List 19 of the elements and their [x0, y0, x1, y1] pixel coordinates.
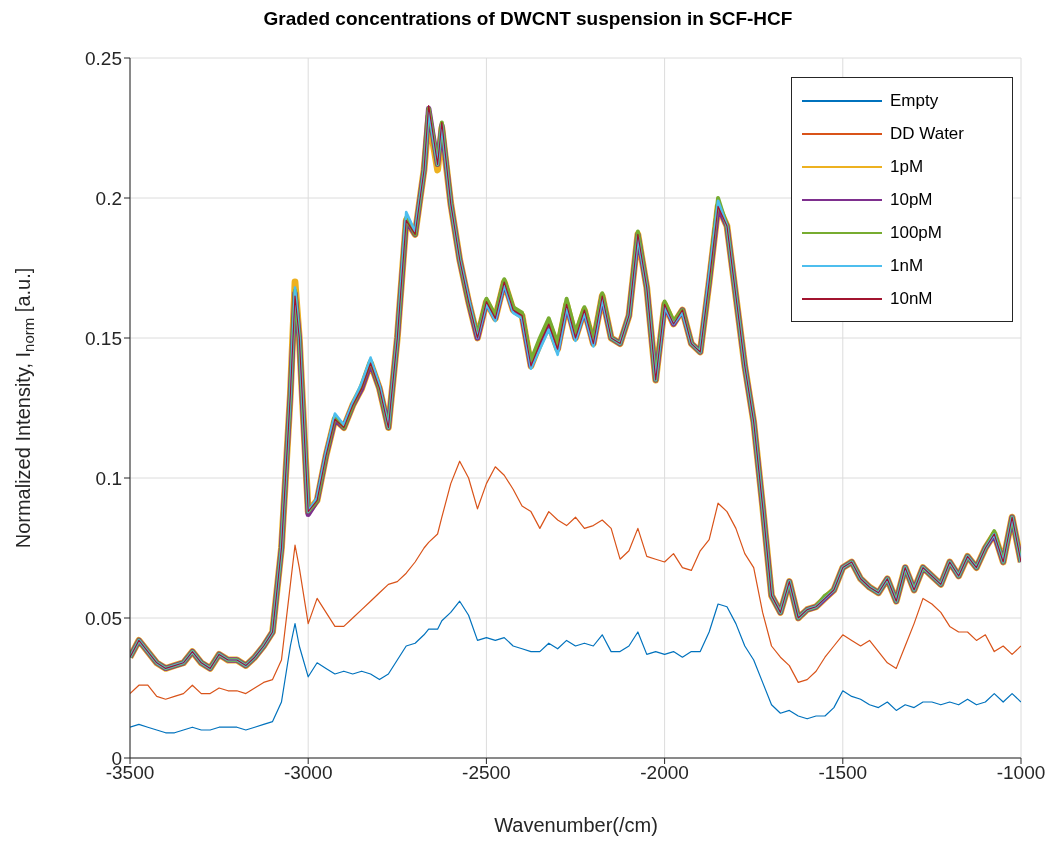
- legend-label: 10nM: [890, 288, 933, 309]
- y-tick-label: 0.05: [85, 607, 122, 629]
- legend-label: 100pM: [890, 222, 942, 243]
- legend-label: 1nM: [890, 255, 924, 276]
- legend-label: DD Water: [890, 123, 964, 144]
- legend-label: 1pM: [890, 156, 924, 177]
- y-tick-label: 0.25: [85, 47, 122, 69]
- y-tick-label: 0.2: [95, 187, 122, 209]
- x-tick-label: -2500: [462, 762, 511, 784]
- legend-label: 10pM: [890, 189, 933, 210]
- x-axis-title: Wavenumber(/cm): [494, 814, 658, 836]
- chart-title: Graded concentrations of DWCNT suspension in SCF-HCF: [262, 8, 794, 30]
- x-tick-label: -1500: [818, 762, 868, 784]
- y-tick-label: 0.1: [95, 467, 122, 489]
- x-tick-label: -1000: [996, 762, 1046, 784]
- legend-label: Empty: [890, 90, 939, 111]
- x-tick-label: -2000: [640, 762, 689, 784]
- x-tick-label: -3000: [283, 762, 333, 784]
- y-tick-label: 0.15: [85, 327, 122, 349]
